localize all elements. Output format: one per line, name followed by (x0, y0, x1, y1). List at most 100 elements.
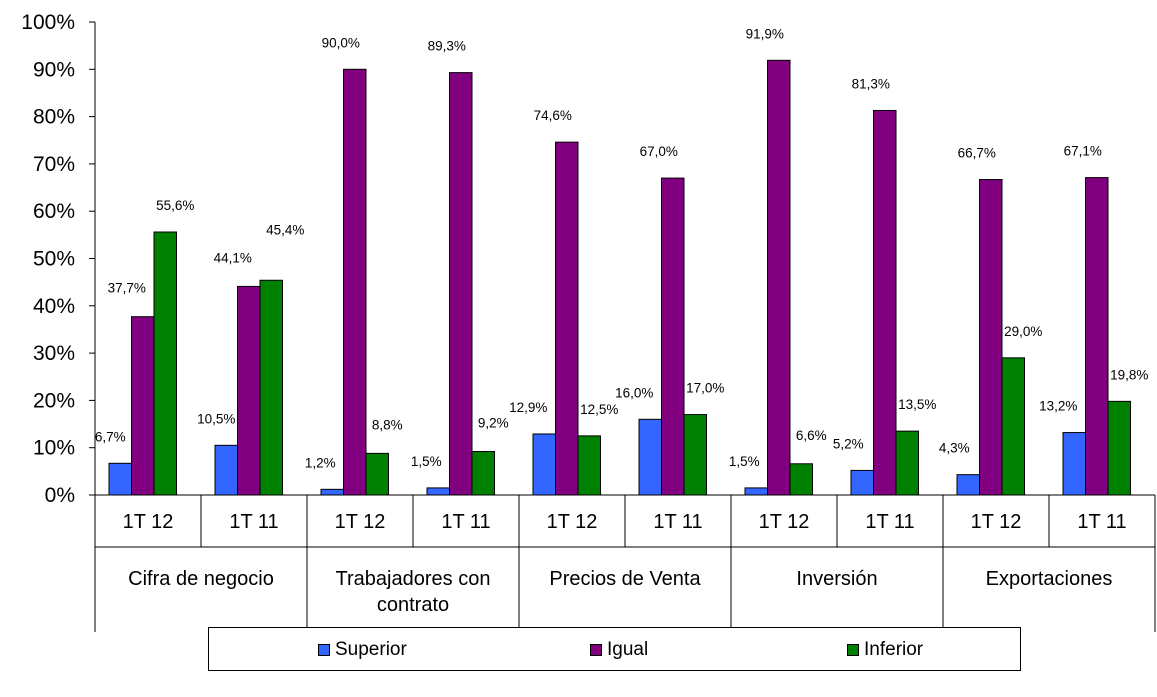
category-label: 1T 11 (229, 511, 278, 533)
category-label: 1T 12 (971, 511, 1022, 533)
category-label: 1T 11 (1077, 511, 1126, 533)
bar-igual (343, 68, 367, 496)
data-label-igual: 37,7% (108, 281, 146, 296)
bar-igual (873, 109, 897, 496)
bar-igual (767, 59, 791, 496)
data-label-inferior: 45,4% (266, 222, 304, 237)
category-label: 1T 11 (865, 511, 914, 533)
data-label-igual: 91,9% (746, 26, 784, 41)
data-label-superior: 1,5% (729, 454, 760, 469)
legend-item-igual: Igual (590, 639, 648, 661)
y-tick-label: 70% (33, 153, 75, 176)
bar-superior (744, 487, 768, 496)
data-label-igual: 66,7% (958, 146, 996, 161)
bar-inferior (1107, 400, 1131, 496)
y-tick-label: 0% (45, 484, 75, 507)
group-label: Precios de Venta (549, 568, 701, 590)
data-label-superior: 5,2% (833, 436, 864, 451)
data-label-igual: 81,3% (852, 76, 890, 91)
bar-igual (661, 177, 685, 496)
bar-inferior (577, 435, 601, 496)
data-label-superior: 4,3% (939, 441, 970, 456)
y-tick-label: 80% (33, 106, 75, 129)
bar-superior (214, 444, 238, 496)
data-label-igual: 67,0% (640, 144, 678, 159)
y-tick-label: 60% (33, 200, 75, 223)
data-label-superior: 16,0% (615, 385, 653, 400)
category-label: 1T 12 (335, 511, 386, 533)
group-label: Inversión (796, 568, 877, 590)
data-label-inferior: 17,0% (686, 381, 724, 396)
legend-swatch-superior (318, 644, 330, 656)
bar-inferior (789, 463, 813, 496)
bar-igual (449, 72, 473, 496)
bar-superior (850, 469, 874, 496)
data-label-igual: 44,1% (214, 250, 252, 265)
data-label-superior: 1,5% (411, 454, 442, 469)
data-label-superior: 13,2% (1039, 399, 1077, 414)
group-label: Cifra de negocio (128, 568, 274, 590)
category-label: 1T 12 (123, 511, 174, 533)
data-label-igual: 89,3% (428, 39, 466, 54)
data-label-inferior: 19,8% (1110, 367, 1148, 382)
y-tick-label: 30% (33, 342, 75, 365)
group-label: Trabajadores con contrato (336, 568, 491, 616)
bar-igual (237, 285, 261, 496)
legend-swatch-igual (590, 644, 602, 656)
data-label-superior: 12,9% (509, 400, 547, 415)
data-label-inferior: 8,8% (372, 417, 403, 432)
legend-label-superior: Superior (335, 639, 407, 660)
data-label-igual: 90,0% (322, 35, 360, 50)
bar-inferior (683, 414, 707, 496)
data-label-inferior: 12,5% (580, 402, 618, 417)
y-axis-ticks: 0% 10% 20% 30% 40% 50% 60% 70% 80% 90% 100% (21, 11, 95, 507)
bar-igual (555, 141, 579, 496)
bar-inferior (895, 430, 919, 496)
y-tick-label: 20% (33, 389, 75, 412)
bar-superior (956, 474, 980, 496)
bar-superior (320, 488, 344, 496)
data-label-superior: 10,5% (197, 411, 235, 426)
bar-igual (979, 179, 1003, 496)
data-label-inferior: 13,5% (898, 397, 936, 412)
legend-item-inferior: Inferior (847, 639, 923, 661)
y-tick-label: 100% (21, 11, 75, 34)
bars (108, 59, 1131, 496)
bar-superior (638, 418, 662, 496)
bar-superior (532, 433, 556, 496)
category-labels: 1T 12 1T 11 1T 12 1T 11 1T 12 1T 11 1T 12 1T 11… (123, 511, 1127, 616)
bar-superior (1062, 432, 1086, 496)
legend-swatch-inferior (847, 644, 859, 656)
bar-inferior (365, 452, 389, 496)
bar-inferior (471, 450, 495, 496)
group-label: Exportaciones (986, 568, 1113, 590)
legend-label-igual: Igual (607, 639, 649, 660)
data-label-igual: 74,6% (534, 108, 572, 123)
data-label-inferior: 29,0% (1004, 324, 1042, 339)
bar-superior (108, 462, 132, 496)
bar-inferior (1001, 357, 1025, 496)
data-label-inferior: 9,2% (478, 415, 509, 430)
category-label: 1T 12 (759, 511, 810, 533)
y-tick-label: 50% (33, 248, 75, 271)
bar-igual (1085, 177, 1109, 496)
legend-label-inferior: Inferior (864, 639, 924, 660)
data-labels: 6,7% 10,5% 1,2% 1,5% 12,9% 16,0% 1,5% 5,2% 4,3% 1… (95, 26, 1149, 470)
bar-igual (131, 316, 155, 496)
legend: Superior Igual Inferior (208, 627, 1021, 671)
category-label: 1T 11 (653, 511, 702, 533)
data-label-igual: 67,1% (1064, 144, 1102, 159)
bar-inferior (153, 231, 177, 496)
data-label-superior: 1,2% (305, 455, 336, 470)
bar-inferior (259, 279, 283, 496)
y-tick-label: 40% (33, 295, 75, 318)
data-label-superior: 6,7% (95, 429, 126, 444)
data-label-inferior: 55,6% (156, 198, 194, 213)
category-label: 1T 12 (547, 511, 598, 533)
data-label-inferior: 6,6% (796, 428, 827, 443)
category-label: 1T 11 (441, 511, 490, 533)
y-tick-label: 90% (33, 58, 75, 81)
legend-item-superior: Superior (318, 639, 407, 661)
y-tick-label: 10% (33, 437, 75, 460)
